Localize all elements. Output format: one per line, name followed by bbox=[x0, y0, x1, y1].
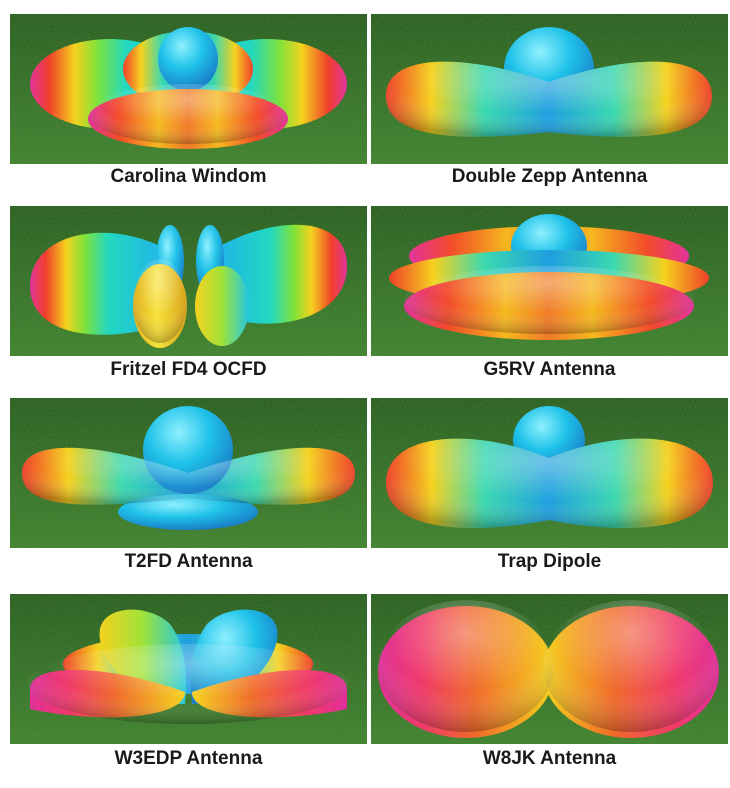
panel-w3edp: W3EDP Antenna bbox=[10, 594, 367, 769]
panel-double-zepp: Double Zepp Antenna bbox=[371, 14, 728, 187]
radiation-pattern-w3edp bbox=[10, 594, 367, 744]
panel-caption: W8JK Antenna bbox=[482, 748, 617, 769]
panel-caption: Carolina Windom bbox=[110, 166, 267, 187]
panel-t2fd: T2FD Antenna bbox=[10, 398, 367, 572]
panel-fritzel-fd4: Fritzel FD4 OCFD bbox=[10, 206, 367, 380]
radiation-pattern-carolina-windom bbox=[10, 14, 367, 164]
radiation-pattern-trap-dipole bbox=[371, 398, 728, 548]
radiation-pattern-w8jk bbox=[371, 594, 728, 744]
panel-carolina-windom: Carolina Windom bbox=[10, 14, 367, 187]
panel-caption: G5RV Antenna bbox=[483, 359, 616, 380]
panel-caption: T2FD Antenna bbox=[124, 551, 253, 572]
radiation-pattern-fritzel-fd4 bbox=[10, 206, 367, 356]
panel-trap-dipole: Trap Dipole bbox=[371, 398, 728, 572]
radiation-pattern-g5rv bbox=[371, 206, 728, 356]
radiation-pattern-double-zepp bbox=[371, 14, 728, 164]
panel-caption: Fritzel FD4 OCFD bbox=[110, 359, 267, 380]
panel-caption: Trap Dipole bbox=[497, 551, 602, 572]
panel-caption: Double Zepp Antenna bbox=[451, 166, 648, 187]
panel-g5rv: G5RV Antenna bbox=[371, 206, 728, 380]
radiation-pattern-t2fd bbox=[10, 398, 367, 548]
panel-w8jk: W8JK Antenna bbox=[371, 594, 728, 769]
panel-caption: W3EDP Antenna bbox=[114, 748, 263, 769]
